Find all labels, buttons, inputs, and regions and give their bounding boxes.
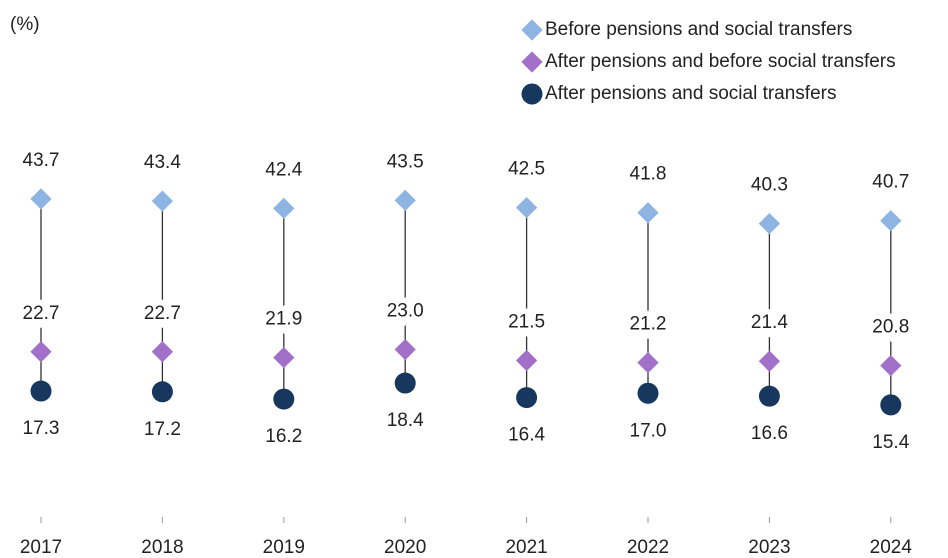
data-label: 17.2: [144, 419, 181, 440]
legend-marker: [521, 19, 543, 41]
data-label: 17.0: [630, 420, 667, 441]
data-label: 43.7: [23, 150, 60, 171]
x-tick-label: 2022: [627, 537, 669, 558]
data-point: [758, 213, 781, 235]
legend-marker: [521, 51, 543, 73]
data-label: 42.4: [265, 159, 302, 180]
x-tick-label: 2019: [263, 537, 305, 558]
data-label: 16.4: [508, 425, 545, 446]
data-label: 22.7: [144, 303, 181, 324]
data-label: 22.7: [23, 303, 60, 324]
legend-label: After pensions and before social transfe…: [545, 51, 896, 72]
data-label: 40.7: [872, 172, 909, 193]
data-point: [516, 387, 538, 409]
legend-marker: [521, 83, 543, 105]
data-label: 16.2: [265, 426, 302, 447]
data-point: [30, 188, 52, 210]
data-point: [394, 372, 416, 394]
data-point: [515, 349, 538, 372]
data-label: 18.4: [387, 410, 424, 431]
data-label: 42.5: [508, 159, 545, 180]
data-point: [151, 381, 173, 403]
data-label: 23.0: [387, 301, 424, 322]
data-label: 40.3: [751, 175, 788, 196]
data-point: [151, 190, 174, 212]
data-label: 43.4: [144, 152, 181, 173]
unit-label: (%): [10, 14, 40, 35]
data-point: [394, 338, 416, 361]
data-label: 43.5: [387, 151, 424, 172]
x-tick-label: 2017: [20, 537, 62, 558]
data-point: [880, 354, 902, 377]
data-point: [30, 341, 52, 363]
data-point: [394, 189, 416, 211]
x-tick-label: 2021: [505, 537, 547, 558]
x-tick-label: 2023: [748, 537, 790, 558]
data-point: [637, 382, 659, 404]
x-tick-label: 2020: [384, 537, 426, 558]
data-label: 15.4: [872, 432, 909, 453]
data-point: [880, 210, 902, 232]
data-label: 20.8: [872, 317, 909, 338]
data-point: [758, 350, 781, 372]
legend-label: After pensions and social transfers: [545, 83, 837, 104]
data-label: 41.8: [630, 164, 667, 185]
data-point: [637, 352, 659, 374]
data-point: [273, 346, 295, 369]
data-point: [30, 380, 52, 402]
data-label: 16.6: [751, 423, 788, 444]
data-point: [273, 197, 295, 219]
data-point: [515, 196, 538, 219]
x-tick-label: 2018: [141, 537, 183, 558]
data-point: [880, 394, 902, 416]
data-label: 21.9: [265, 309, 302, 330]
data-label: 21.5: [508, 311, 545, 332]
data-label: 21.4: [751, 312, 788, 333]
data-point: [758, 385, 780, 407]
legend-label: Before pensions and social transfers: [545, 19, 852, 40]
data-point: [151, 341, 174, 363]
data-point: [637, 202, 659, 224]
data-label: 21.2: [630, 314, 667, 335]
x-tick-label: 2024: [870, 537, 913, 558]
data-label: 17.3: [23, 418, 60, 439]
data-point: [273, 388, 295, 410]
